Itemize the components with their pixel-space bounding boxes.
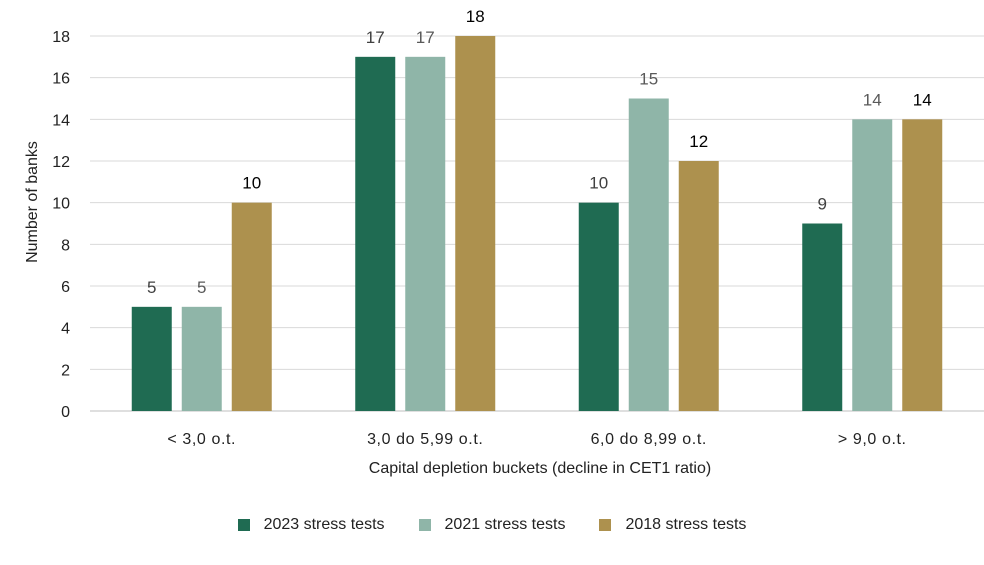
data-label: 18 [466,7,485,26]
legend-label: 2023 stress tests [263,516,385,533]
legend-swatch [418,519,431,531]
bars [131,36,943,411]
legend-item: 2021 stress tests [418,516,566,534]
bar [355,56,396,411]
data-label: 10 [589,174,608,193]
data-label: 15 [639,70,658,89]
x-axis-title: Capital depletion buckets (decline in CE… [369,460,711,477]
x-axis-categories: < 3,0 o.t. 3,0 do 5,99 o.t. 6,0 do 8,99 o.… [167,431,906,448]
data-label: 14 [913,90,932,109]
data-label: 12 [689,132,708,151]
y-tick-label: 14 [52,112,70,129]
x-category-label: > 9,0 o.t. [838,431,907,448]
y-tick-label: 10 [52,196,70,213]
y-tick-label: 4 [61,321,70,338]
x-category-label: 6,0 do 8,99 o.t. [591,431,707,448]
y-tick-label: 2 [61,362,70,379]
legend-item: 2023 stress tests [237,516,385,534]
data-label: 5 [147,278,156,297]
bar [231,202,272,411]
y-tick-label: 18 [52,29,70,46]
legend-swatch [237,519,250,531]
y-axis-title: Number of banks [24,141,41,263]
y-axis-ticks: 0 2 4 6 8 10 12 14 16 18 [52,29,70,421]
legend: 2023 stress tests 2021 stress tests 2018 s… [0,516,984,534]
data-label: 17 [416,28,435,47]
gridlines [90,35,984,412]
data-label: 9 [818,195,827,214]
legend-swatch [599,519,612,531]
bar [852,119,893,411]
bar [628,98,669,411]
bar-chart: 0 2 4 6 8 10 12 14 16 18 5 5 10 17 17 18 10 15 12 9 14 14 < … [24,7,984,477]
data-label: 10 [242,174,261,193]
bar [405,56,446,411]
data-label: 14 [863,90,882,109]
data-label: 17 [366,28,385,47]
bar [578,202,619,411]
legend-item: 2018 stress tests [599,516,746,534]
data-label: 5 [197,278,206,297]
x-category-label: 3,0 do 5,99 o.t. [367,431,483,448]
legend-label: 2021 stress tests [444,516,566,533]
y-tick-label: 12 [52,154,70,171]
data-labels: 5 5 10 17 17 18 10 15 12 9 14 14 [147,7,932,297]
y-tick-label: 6 [61,279,70,296]
bar [902,119,943,411]
bar [802,223,843,411]
bar [181,306,222,411]
bar [678,161,719,411]
y-tick-label: 8 [61,237,70,254]
bar [131,306,172,411]
legend-label: 2018 stress tests [625,516,747,533]
x-category-label: < 3,0 o.t. [167,431,236,448]
bar [455,36,496,411]
y-tick-label: 0 [61,404,70,421]
y-tick-label: 16 [52,71,70,88]
